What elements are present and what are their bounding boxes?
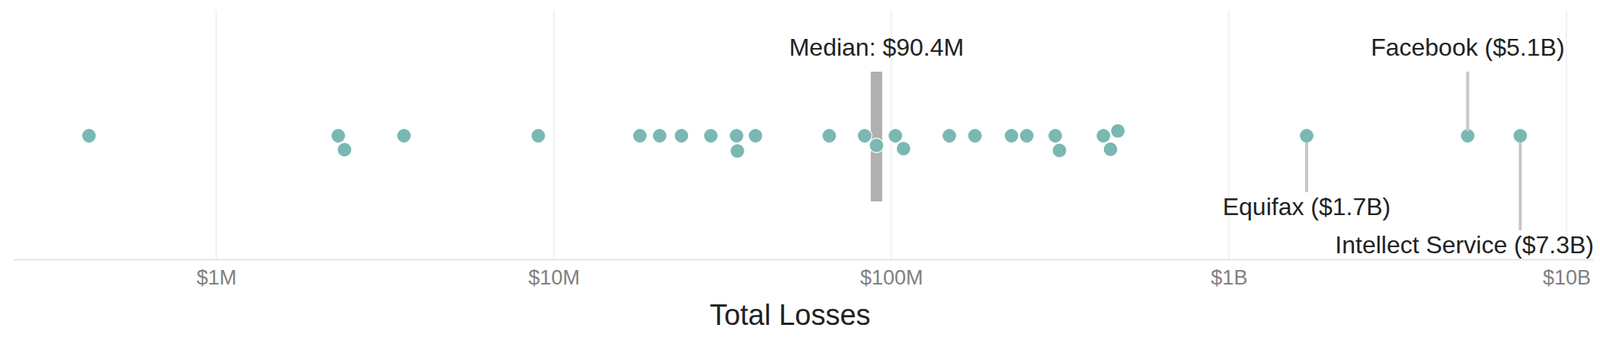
point xyxy=(896,140,911,156)
point xyxy=(531,128,546,144)
grid-line xyxy=(215,9,217,260)
point xyxy=(1019,128,1034,144)
tick-label: $100M xyxy=(860,265,924,289)
annotation-line xyxy=(1465,71,1469,132)
point xyxy=(1096,128,1111,144)
point xyxy=(1513,128,1528,144)
point xyxy=(652,128,667,144)
annotation-label: Facebook ($5.1B) xyxy=(1370,33,1565,61)
point xyxy=(1110,123,1126,138)
point xyxy=(869,137,884,153)
point xyxy=(337,142,352,157)
point xyxy=(674,128,689,144)
median-label: Median: $90.4M xyxy=(789,33,964,61)
point xyxy=(822,128,837,144)
point xyxy=(748,128,763,144)
point xyxy=(396,128,412,144)
marks xyxy=(81,71,1528,202)
point xyxy=(1052,143,1067,158)
tick-label: $1M xyxy=(196,265,237,289)
point xyxy=(1048,128,1063,144)
axis-line xyxy=(13,259,1594,260)
tick: $10B xyxy=(1542,259,1591,289)
grid-line xyxy=(553,9,554,260)
annotation-line xyxy=(1305,142,1309,192)
tick-label: $1B xyxy=(1210,265,1248,289)
point xyxy=(857,128,872,144)
tick: $10M xyxy=(528,259,581,289)
point xyxy=(81,128,96,144)
tick: $1M xyxy=(196,259,237,289)
annotation-line xyxy=(1518,142,1522,231)
annotations: Equifax ($1.7B) Facebook ($5.1B) Intellect… xyxy=(1222,33,1594,259)
point xyxy=(729,143,745,158)
point xyxy=(331,128,346,144)
point xyxy=(1103,141,1118,157)
point xyxy=(632,128,647,144)
grid-line xyxy=(1228,9,1229,260)
point xyxy=(967,128,983,144)
annotation-label: Equifax ($1.7B) xyxy=(1222,192,1392,221)
annotation-label: Intellect Service ($7.3B) xyxy=(1334,230,1594,259)
point xyxy=(888,128,903,144)
tick: $1B xyxy=(1210,259,1248,289)
x-axis: $1M $10M $100M $1B $10B xyxy=(13,259,1594,289)
point xyxy=(942,128,957,144)
tick: $100M xyxy=(860,259,924,289)
tick-label: $10B xyxy=(1542,265,1591,289)
median-bar xyxy=(870,71,883,202)
point xyxy=(1004,128,1019,144)
axis-title: Total Losses xyxy=(709,298,871,331)
tick-label: $10M xyxy=(528,265,581,289)
point xyxy=(729,128,744,144)
point xyxy=(703,128,718,144)
point xyxy=(1299,128,1314,144)
grid xyxy=(216,9,1567,260)
grid-line xyxy=(1565,9,1567,260)
